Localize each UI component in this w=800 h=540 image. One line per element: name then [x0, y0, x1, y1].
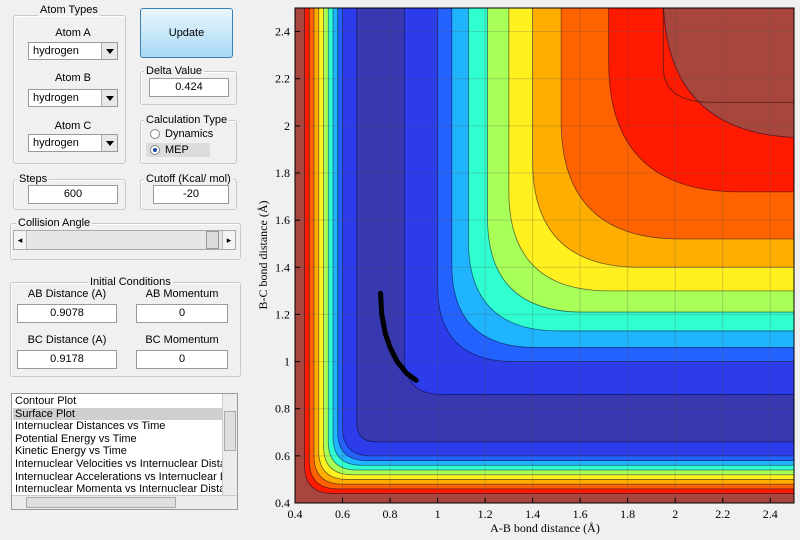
field-label: AB Distance (A) — [27, 288, 107, 300]
steps-input[interactable]: 600 — [28, 185, 118, 204]
radio-label: MEP — [165, 144, 189, 156]
x-tick-label: 1.4 — [525, 507, 540, 521]
field-label: BC Momentum — [145, 334, 219, 346]
x-tick-label: 1 — [435, 507, 441, 521]
panel-title: Atom Types — [38, 4, 100, 16]
grid — [295, 8, 794, 503]
contour-band — [342, 8, 794, 457]
dropdown-arrow[interactable] — [101, 43, 117, 59]
radio-label: Dynamics — [165, 128, 214, 140]
list-item[interactable]: Surface Plot — [13, 407, 222, 421]
x-tick-label: 2 — [672, 507, 678, 521]
y-tick-label: 0.6 — [275, 449, 290, 463]
list-item[interactable]: Internuclear Momenta vs Internuclear Dis… — [15, 483, 222, 495]
atom-select[interactable]: hydrogen — [28, 134, 118, 152]
list-item[interactable]: Potential Energy vs Time — [15, 432, 137, 445]
atom-label: Atom B — [54, 72, 92, 84]
list-items: Contour Plot Surface Plot Internuclear Dis… — [13, 395, 222, 495]
y-tick-label: 0.4 — [275, 496, 290, 510]
cutoff-input[interactable]: -20 — [153, 185, 229, 204]
panel-title: Steps — [17, 173, 50, 185]
radio-dot — [153, 148, 157, 152]
x-tick-label: 1.2 — [478, 507, 493, 521]
panel-title: Cutoff (Kcal/ mol) — [144, 173, 233, 185]
x-tick-label: 0.6 — [335, 507, 350, 521]
mep-path — [378, 290, 419, 383]
y-tick-label: 1.8 — [275, 166, 290, 180]
y-tick-label: 0.8 — [275, 402, 290, 416]
y-tick-label: 2.4 — [275, 25, 290, 39]
y-tick-label: 1 — [284, 355, 290, 369]
y-tick-label: 1.4 — [275, 260, 290, 274]
y-tick-label: 1.2 — [275, 307, 290, 321]
select-value: hydrogen — [33, 137, 79, 149]
v-thumb[interactable] — [224, 411, 236, 451]
delta-input[interactable]: 0.424 — [149, 78, 229, 97]
update-button[interactable]: Update — [140, 8, 233, 58]
dropdown-arrow[interactable] — [101, 90, 117, 106]
x-tick-label: 1.8 — [620, 507, 635, 521]
h-scrollbar[interactable] — [12, 495, 237, 509]
slider-thumb[interactable] — [206, 231, 219, 249]
panel-title: Delta Value — [144, 65, 205, 77]
x-tick-label: 2.2 — [715, 507, 730, 521]
atom-select[interactable]: hydrogen — [28, 89, 118, 107]
angle-slider[interactable]: ◂ ▸ — [13, 230, 236, 250]
field-input[interactable]: 0 — [136, 304, 228, 323]
slider-right[interactable]: ▸ — [222, 231, 235, 249]
plot-area — [295, 8, 794, 503]
list-item[interactable]: Kinetic Energy vs Time — [15, 445, 127, 458]
panel-title: Collision Angle — [16, 217, 93, 229]
y-tick-label: 1.6 — [275, 213, 290, 227]
list-item[interactable]: Internuclear Distances vs Time — [15, 420, 166, 433]
axes-box — [294, 7, 795, 504]
field-input[interactable]: 0.9078 — [17, 304, 117, 323]
contour-chart: A-B bond distance (Å) B-C bond distance … — [256, 7, 795, 535]
x-tick-label: 0.4 — [288, 507, 303, 521]
radio-button[interactable] — [150, 145, 160, 155]
y-tick-label: 2 — [284, 119, 290, 133]
calc-type-panel — [140, 120, 237, 164]
v-scrollbar[interactable] — [222, 394, 237, 495]
select-value: hydrogen — [33, 45, 79, 57]
list-item[interactable]: Contour Plot — [15, 395, 77, 407]
y-tick-label: 2.2 — [275, 72, 290, 86]
x-tick-label: 2.4 — [763, 507, 778, 521]
list-item[interactable]: Internuclear Accelerations vs Internucle… — [15, 470, 222, 483]
plot-listbox[interactable]: Contour Plot Surface Plot Internuclear Dis… — [11, 393, 238, 510]
slider-left[interactable]: ◂ — [14, 231, 27, 249]
list-item[interactable]: Internuclear Velocities vs Internuclear … — [15, 458, 222, 470]
atom-label: Atom C — [54, 120, 92, 132]
h-thumb[interactable] — [26, 497, 176, 508]
dropdown-arrow[interactable] — [101, 135, 117, 151]
atom-select[interactable]: hydrogen — [28, 42, 118, 60]
panel-title: Initial Conditions — [88, 276, 173, 288]
steps-panel — [13, 179, 126, 210]
x-tick-label: 0.8 — [383, 507, 398, 521]
collision-panel — [10, 223, 241, 260]
field-label: AB Momentum — [145, 288, 219, 300]
y-axis-label: B-C bond distance (Å) — [256, 201, 270, 310]
x-tick-label: 1.6 — [573, 507, 588, 521]
field-label: BC Distance (A) — [27, 334, 107, 346]
field-input[interactable]: 0 — [136, 350, 228, 369]
panel-title: Calculation Type — [144, 114, 230, 126]
field-input[interactable]: 0.9178 — [17, 350, 117, 369]
select-value: hydrogen — [33, 92, 79, 104]
selected-highlight — [146, 143, 210, 157]
plateau-contour — [662, 8, 794, 103]
x-axis-label: A-B bond distance (Å) — [490, 521, 600, 535]
radio-button[interactable] — [150, 129, 160, 139]
atom-label: Atom A — [55, 27, 91, 39]
